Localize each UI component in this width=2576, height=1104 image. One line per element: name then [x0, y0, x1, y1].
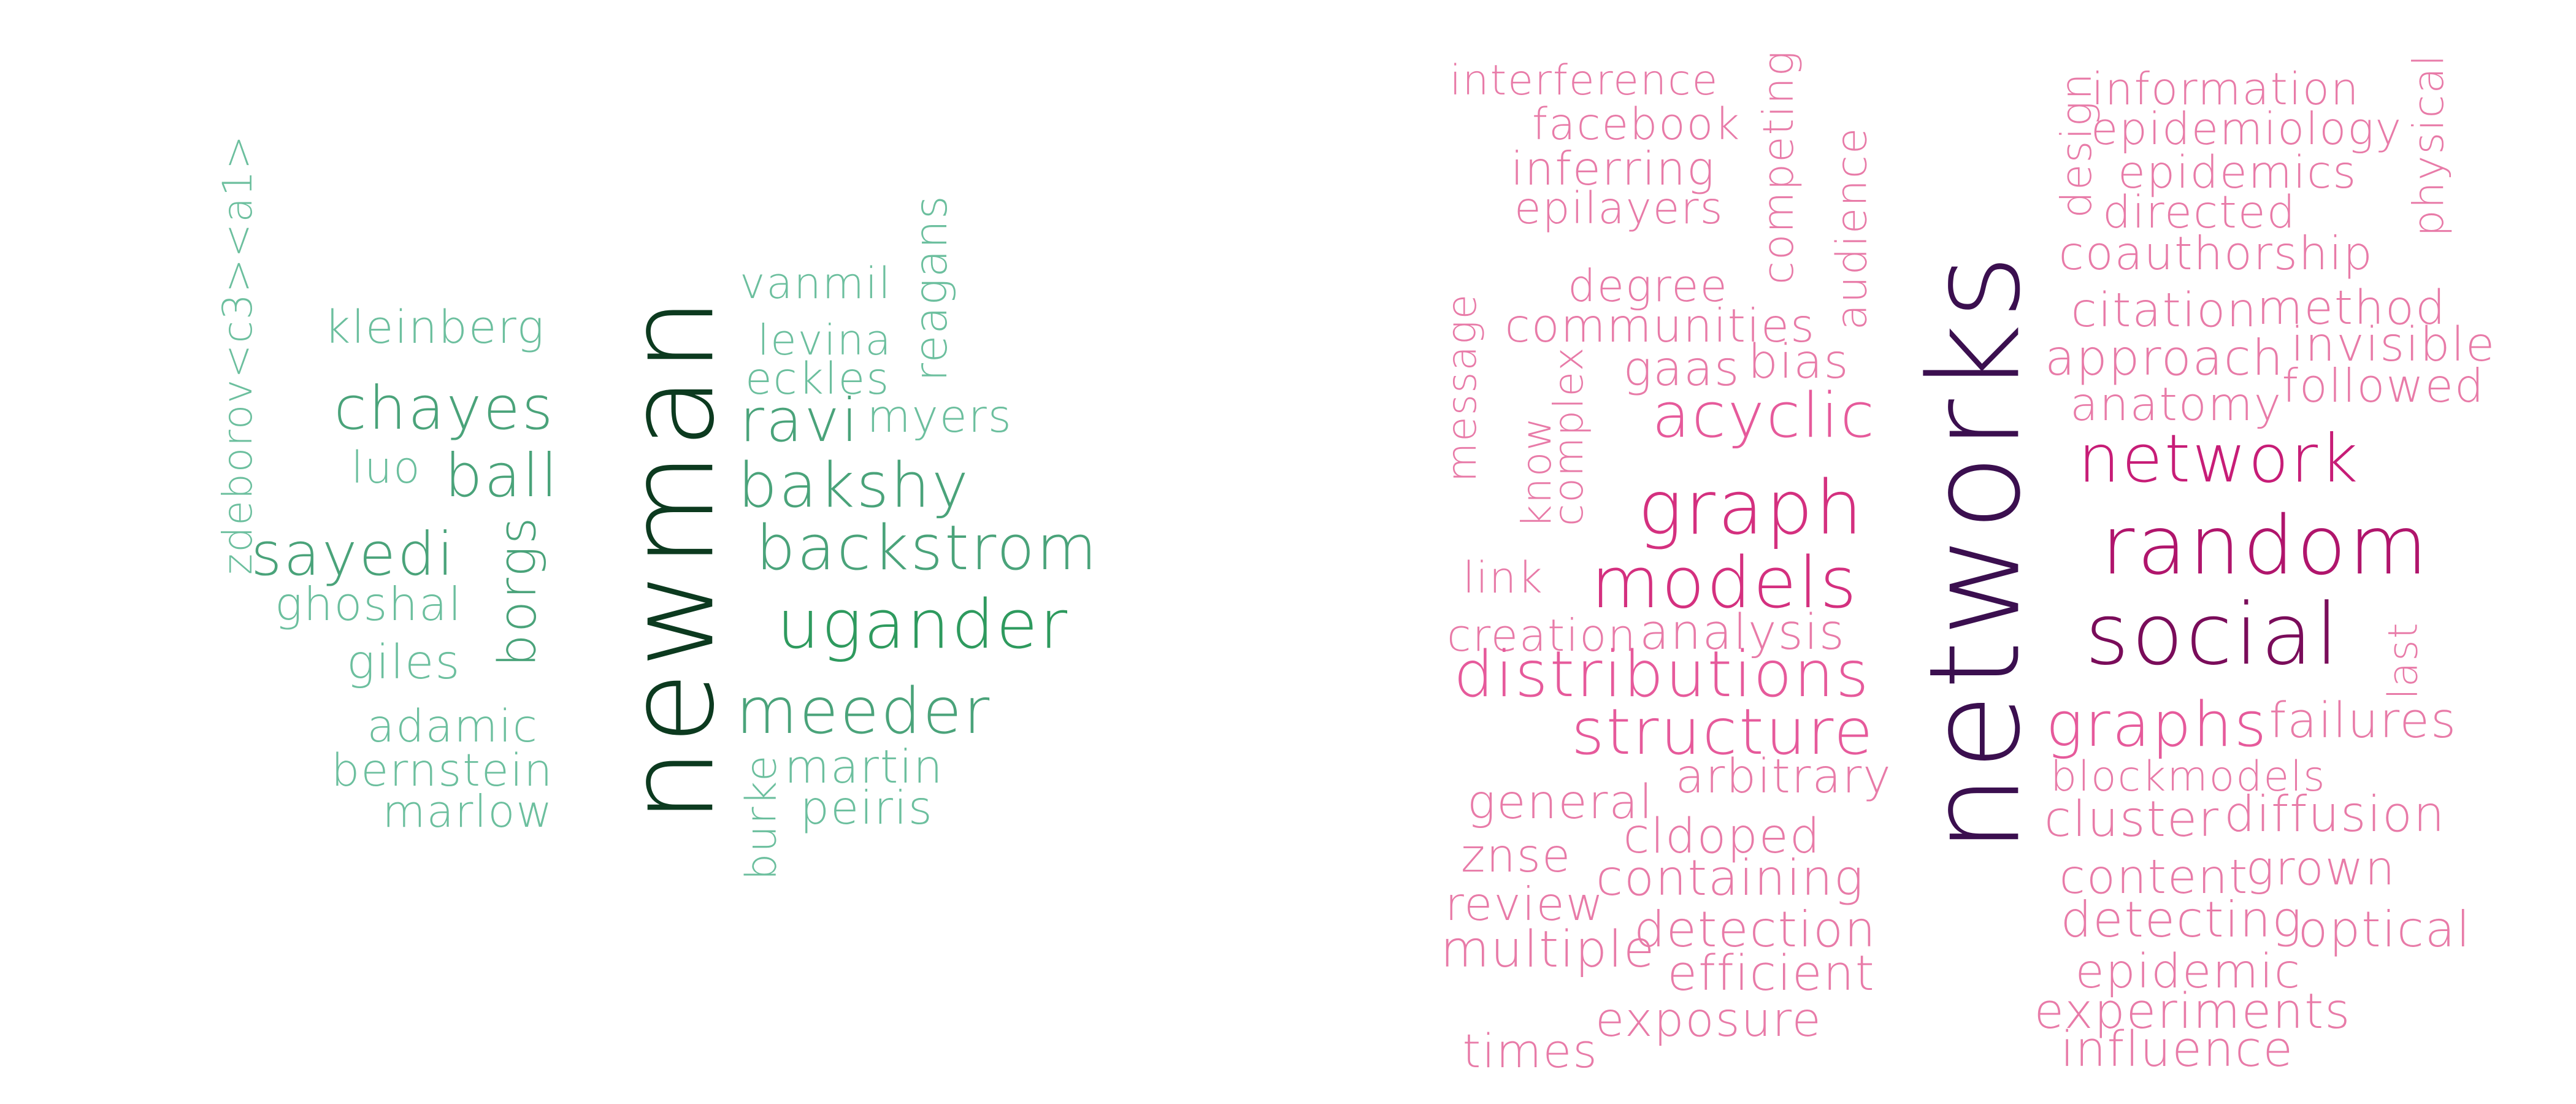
word-epidemiology: epidemiology [2091, 103, 2403, 155]
word-zdeborov-c3-a1: zdeborov<c3><a1> [214, 134, 262, 575]
word-grown: grown [2245, 841, 2396, 896]
word-myers: myers [867, 390, 1013, 443]
author-word-cloud: newman zdeborov<c3><a1> kleinberg chayes luo… [214, 134, 1099, 880]
word-vanmil: vanmil [740, 258, 892, 309]
word-degree: degree [1568, 260, 1728, 312]
word-martin: martin [784, 739, 944, 794]
word-method: method [2256, 280, 2447, 335]
word-znse: znse [1461, 828, 1572, 883]
word-inferring: inferring [1511, 141, 1715, 196]
word-network: network [2078, 421, 2360, 497]
word-competing: competing [1754, 50, 1803, 285]
word-bias: bias [1748, 334, 1850, 389]
word-random: random [2101, 499, 2430, 593]
word-experiments: experiments [2034, 983, 2352, 1040]
word-detection: detection [1634, 901, 1877, 958]
word-burke: burke [737, 754, 786, 880]
word-content: content [2059, 849, 2249, 905]
word-link: link [1463, 553, 1544, 603]
word-arbitrary: arbitrary [1675, 749, 1892, 804]
word-message: message [1438, 293, 1486, 483]
word-optical: optical [2298, 901, 2472, 958]
word-bakshy: bakshy [738, 448, 970, 521]
word-reagans: reagans [905, 194, 957, 381]
word-efficient: efficient [1667, 945, 1876, 1002]
word-invisible: invisible [2291, 317, 2496, 372]
word-times: times [1462, 1024, 1598, 1078]
word-failures: failures [2269, 692, 2458, 749]
word-graph: graph [1638, 464, 1865, 551]
word-social: social [2085, 585, 2341, 684]
word-exposure: exposure [1595, 992, 1822, 1048]
word-graphs: graphs [2045, 688, 2269, 761]
word-levina: levina [757, 315, 892, 365]
word-ravi: ravi [740, 385, 860, 455]
word-blockmodels: blockmodels [2050, 753, 2326, 801]
word-bernstein: bernstein [331, 744, 554, 797]
word-ugander: ugander [776, 585, 1070, 664]
word-audience: audience [1827, 126, 1877, 330]
word-review: review [1445, 876, 1605, 931]
word-directed: directed [2103, 186, 2296, 239]
word-distributions: distributions [1454, 637, 1871, 711]
word-backstrom: backstrom [756, 511, 1099, 584]
word-know: know [1513, 416, 1561, 529]
word-detecting: detecting [2060, 891, 2303, 948]
word-general: general [1467, 775, 1654, 830]
word-cldoped: cldoped [1623, 809, 1822, 864]
word-diffusion: diffusion [2224, 786, 2446, 843]
word-coauthorship: coauthorship [2058, 226, 2374, 280]
word-borgs: borgs [486, 515, 547, 667]
word-information: information [2091, 63, 2360, 115]
word-analysis: analysis [1639, 604, 1846, 661]
word-approach: approach [2045, 329, 2285, 386]
word-multiple: multiple [1440, 921, 1656, 979]
word-creation: creation [1447, 610, 1637, 661]
word-containing: containing [1596, 849, 1865, 907]
word-peiris: peiris [800, 780, 933, 835]
word-followed: followed [2282, 358, 2485, 413]
word-communities: communities [1505, 298, 1816, 353]
word-giles: giles [347, 635, 461, 690]
word-ball: ball [445, 440, 559, 510]
word-gaas: gaas [1623, 342, 1741, 397]
word-influence: influence [2060, 1021, 2294, 1078]
word-last: last [2379, 621, 2427, 700]
word-marlow: marlow [382, 786, 554, 837]
word-acyclic: acyclic [1652, 378, 1876, 451]
word-sayedi: sayedi [251, 519, 456, 589]
word-structure: structure [1571, 695, 1875, 769]
word-cluster: cluster [2044, 791, 2220, 848]
word-anatomy: anatomy [2070, 377, 2283, 431]
word-citation: citation [2071, 283, 2258, 338]
word-meeder: meeder [736, 674, 992, 748]
word-ghoshal: ghoshal [275, 577, 462, 631]
word-facebook: facebook [1532, 98, 1741, 150]
word-chayes: chayes [334, 373, 555, 443]
word-newman: newman [602, 293, 741, 823]
word-interference: interference [1449, 56, 1719, 105]
word-eckles: eckles [745, 353, 891, 404]
word-kleinberg: kleinberg [324, 301, 545, 354]
word-epidemic: epidemic [2075, 944, 2302, 999]
title-word-cloud: networks interference facebook competing inf… [1288, 0, 2576, 1104]
word-epidemics: epidemics [2118, 146, 2358, 199]
word-luo: luo [351, 442, 421, 493]
word-adamic: adamic [367, 700, 539, 753]
word-physical: physical [2404, 53, 2453, 237]
word-networks: networks [1902, 250, 2048, 854]
word-epilayers: epilayers [1514, 182, 1724, 234]
word-models: models [1591, 542, 1858, 624]
